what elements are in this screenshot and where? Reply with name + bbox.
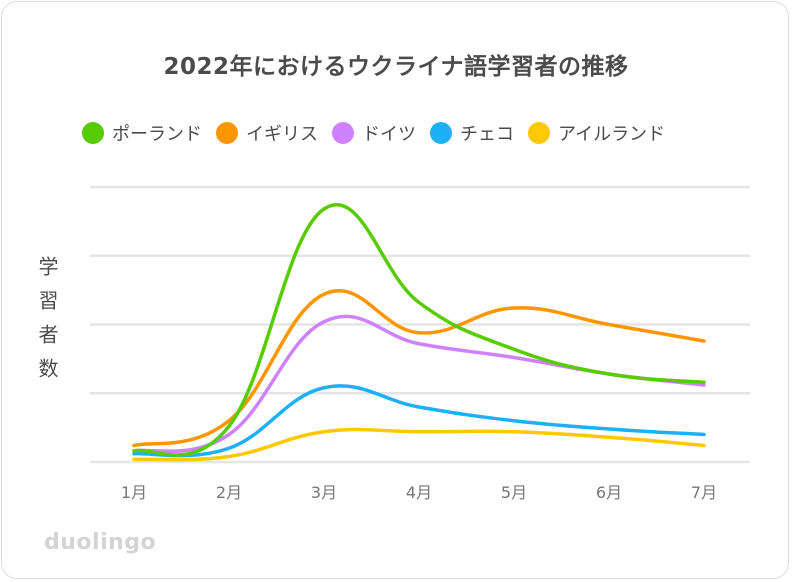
legend-item-poland: ポーランド [82, 120, 202, 146]
legend-swatch-poland [82, 122, 104, 144]
chart-title: 2022年におけるウクライナ語学習者の推移 [163, 54, 629, 80]
legend-label-uk: イギリス [246, 124, 318, 145]
x-tick-label: 3月 [311, 483, 337, 502]
legend-item-ireland: アイルランド [528, 120, 665, 146]
grid-lines [90, 185, 750, 464]
series-line-1 [132, 289, 706, 448]
x-tick-labels: 1月 2月 3月 4月 5月 6月 7月 [121, 483, 717, 502]
series-lines [132, 203, 706, 462]
x-tick-label: 6月 [596, 483, 622, 502]
series-line-3 [132, 384, 706, 458]
legend-label-germany: ドイツ [362, 124, 416, 145]
series-line-0 [132, 203, 706, 457]
x-tick-label: 2月 [216, 483, 242, 502]
x-tick-label: 7月 [691, 483, 717, 502]
series-line-4 [132, 427, 706, 462]
x-tick-label: 4月 [406, 483, 432, 502]
x-tick-label: 1月 [121, 483, 147, 502]
legend: ポーランド イギリス ドイツ チェコ アイルランド [82, 119, 665, 147]
duolingo-logo: duolingo [44, 530, 157, 555]
legend-item-uk: イギリス [216, 120, 318, 146]
y-axis-label: 学習者数 [35, 256, 59, 392]
legend-swatch-czech [430, 122, 452, 144]
legend-label-czech: チェコ [460, 124, 514, 145]
legend-swatch-germany [332, 122, 354, 144]
legend-label-poland: ポーランド [112, 124, 202, 145]
x-tick-label: 5月 [501, 483, 527, 502]
legend-item-germany: ドイツ [332, 120, 416, 146]
legend-swatch-uk [216, 122, 238, 144]
legend-item-czech: チェコ [430, 120, 514, 146]
legend-swatch-ireland [528, 122, 550, 144]
legend-label-ireland: アイルランド [558, 124, 666, 145]
